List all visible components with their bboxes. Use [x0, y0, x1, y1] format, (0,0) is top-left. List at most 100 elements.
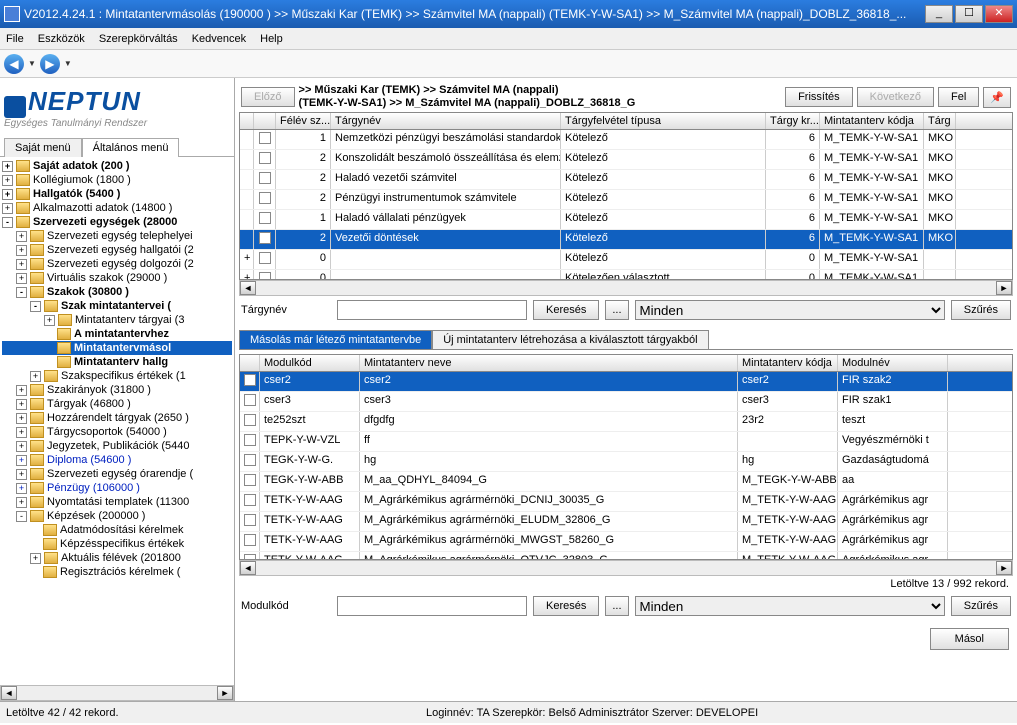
tree-expand-icon[interactable]: +	[30, 553, 41, 564]
tree-item[interactable]: +Szervezeti egység órarendje (	[2, 467, 232, 481]
tree-item[interactable]: Regisztrációs kérelmek (	[2, 565, 232, 579]
tree-expand-icon[interactable]: +	[2, 203, 13, 214]
tree-expand-icon[interactable]: +	[16, 441, 27, 452]
next-button[interactable]: Következő	[857, 87, 934, 107]
tree-expand-icon[interactable]: +	[16, 455, 27, 466]
tree-item[interactable]: A mintatantervhez	[2, 327, 232, 341]
tree-item[interactable]: +Tárgycsoportok (54000 )	[2, 425, 232, 439]
tree-expand-icon[interactable]: -	[30, 301, 41, 312]
tree-item[interactable]: +Alkalmazotti adatok (14800 )	[2, 201, 232, 215]
tree-expand-icon[interactable]: -	[2, 217, 13, 228]
nav-forward-button[interactable]: ▶	[40, 54, 60, 74]
table-row[interactable]: +0Kötelező0M_TEMK-Y-W-SA1	[240, 250, 1012, 270]
tree-item[interactable]: +Szakspecifikus értékek (1	[2, 369, 232, 383]
tab-sajat-menu[interactable]: Saját menü	[4, 138, 82, 157]
table-row[interactable]: 2Vezetői döntésekKötelező6M_TEMK-Y-W-SA1…	[240, 230, 1012, 250]
tree-item[interactable]: +Aktuális félévek (201800	[2, 551, 232, 565]
tree-item[interactable]: -Szakok (30800 )	[2, 285, 232, 299]
tree-expand-icon[interactable]: +	[16, 483, 27, 494]
tree-item[interactable]: +Saját adatok (200 )	[2, 159, 232, 173]
search1-filter-button[interactable]: Szűrés	[951, 300, 1011, 320]
table-row[interactable]: cser3cser3cser3FIR szak1	[240, 392, 1012, 412]
tree-item[interactable]: Mintatanterv hallg	[2, 355, 232, 369]
tree-item[interactable]: -Szak mintatantervei (	[2, 299, 232, 313]
search2-button[interactable]: Keresés	[533, 596, 599, 616]
tree-item[interactable]: +Hallgatók (5400 )	[2, 187, 232, 201]
col-targynev[interactable]: Tárgynév	[331, 113, 561, 129]
table-row[interactable]: +0Kötelezően választott0M_TEMK-Y-W-SA1	[240, 270, 1012, 279]
tab-altalanos-menu[interactable]: Általános menü	[82, 138, 180, 157]
table-row[interactable]: TETK-Y-W-AAGM_Agrárkémikus agrármérnöki_…	[240, 492, 1012, 512]
nav-back-button[interactable]: ◀	[4, 54, 24, 74]
tree-item[interactable]: -Képzések (200000 )	[2, 509, 232, 523]
table-row[interactable]: TETK-Y-W-AAGM_Agrárkémikus agrármérnöki_…	[240, 532, 1012, 552]
table-row[interactable]: 1Haladó vállalati pénzügyekKötelező6M_TE…	[240, 210, 1012, 230]
maximize-button[interactable]: ☐	[955, 5, 983, 23]
col-targykredit[interactable]: Tárgy kr...	[766, 113, 820, 129]
table-row[interactable]: cser2cser2cser2FIR szak2	[240, 372, 1012, 392]
col-felev[interactable]: Félév sz...	[276, 113, 331, 129]
menu-favorites[interactable]: Kedvencek	[192, 33, 246, 45]
tree-item[interactable]: +Szervezeti egység telephelyei	[2, 229, 232, 243]
col2-check[interactable]	[240, 355, 260, 371]
col-targ[interactable]: Tárg	[924, 113, 956, 129]
tree-item[interactable]: +Kollégiumok (1800 )	[2, 173, 232, 187]
table-row[interactable]: 2Pénzügyi instrumentumok számviteleKötel…	[240, 190, 1012, 210]
row-checkbox[interactable]	[244, 494, 256, 506]
tree-expand-icon[interactable]: +	[2, 189, 13, 200]
tree-expand-icon[interactable]: +	[16, 245, 27, 256]
tab-copy-existing[interactable]: Másolás már létező mintatantervbe	[239, 330, 432, 349]
col2-modulkod[interactable]: Modulkód	[260, 355, 360, 371]
table-row[interactable]: TETK-Y-W-AAGM_Agrárkémikus agrármérnöki_…	[240, 512, 1012, 532]
scroll-right-button[interactable]: ►	[217, 686, 233, 700]
tree-item[interactable]: +Jegyzetek, Publikációk (5440	[2, 439, 232, 453]
scroll-right-button[interactable]: ►	[996, 561, 1012, 575]
subjects-grid-body[interactable]: 1Nemzetközi pénzügyi beszámolási standar…	[240, 130, 1012, 279]
tree-item[interactable]: +Szervezeti egység dolgozói (2	[2, 257, 232, 271]
row-checkbox[interactable]	[259, 212, 271, 224]
prev-button[interactable]: Előző	[241, 87, 295, 107]
search2-input[interactable]	[337, 596, 527, 616]
row-checkbox[interactable]	[259, 192, 271, 204]
col2-modulnev[interactable]: Modulnév	[838, 355, 948, 371]
tree-expand-icon[interactable]: -	[16, 287, 27, 298]
tree-item[interactable]: Mintatantervmásol	[2, 341, 232, 355]
tree-expand-icon[interactable]: +	[16, 231, 27, 242]
tree-expand-icon[interactable]: +	[16, 399, 27, 410]
col2-mintatanterv-kodja[interactable]: Mintatanterv kódja	[738, 355, 838, 371]
row-checkbox[interactable]	[259, 252, 271, 264]
grid2-hscroll[interactable]: ◄ ►	[239, 560, 1013, 576]
col-check[interactable]	[254, 113, 276, 129]
table-row[interactable]: TEPK-Y-W-VZLffVegyészmérnöki t	[240, 432, 1012, 452]
tree-expand-icon[interactable]: +	[16, 413, 27, 424]
up-button[interactable]: Fel	[938, 87, 979, 107]
table-row[interactable]: 2Konszolidált beszámoló összeállítása és…	[240, 150, 1012, 170]
tree-item[interactable]: +Diploma (54600 )	[2, 453, 232, 467]
col-targyfelvetel[interactable]: Tárgyfelvétel típusa	[561, 113, 766, 129]
menu-tools[interactable]: Eszközök	[38, 33, 85, 45]
row-checkbox[interactable]	[244, 394, 256, 406]
col2-mintatanterv-neve[interactable]: Mintatanterv neve	[360, 355, 738, 371]
tree-item[interactable]: Képzésspecifikus értékek	[2, 537, 232, 551]
search1-select[interactable]: Minden	[635, 300, 945, 320]
tree-item[interactable]: +Hozzárendelt tárgyak (2650 )	[2, 411, 232, 425]
tree-item[interactable]: -Szervezeti egységek (28000	[2, 215, 232, 229]
pin-button[interactable]: 📌	[983, 87, 1011, 108]
nav-back-dd[interactable]: ▼	[28, 59, 36, 68]
row-checkbox[interactable]	[244, 374, 256, 386]
table-row[interactable]: TEGK-Y-W-G.hghgGazdaságtudomá	[240, 452, 1012, 472]
search1-button[interactable]: Keresés	[533, 300, 599, 320]
row-checkbox[interactable]	[244, 434, 256, 446]
tree-item[interactable]: +Tárgyak (46800 )	[2, 397, 232, 411]
search2-select[interactable]: Minden	[635, 596, 945, 616]
tree-expand-icon[interactable]: +	[16, 259, 27, 270]
scroll-left-button[interactable]: ◄	[240, 561, 256, 575]
row-checkbox[interactable]	[259, 152, 271, 164]
tab-create-new[interactable]: Új mintatanterv létrehozása a kiválaszto…	[432, 330, 708, 349]
grid1-hscroll[interactable]: ◄ ►	[239, 280, 1013, 296]
tree-item[interactable]: Adatmódosítási kérelmek	[2, 523, 232, 537]
search2-filter-button[interactable]: Szűrés	[951, 596, 1011, 616]
col-mintatanterv-kodja[interactable]: Mintatanterv kódja	[820, 113, 924, 129]
table-row[interactable]: 2Haladó vezetői számvitelKötelező6M_TEMK…	[240, 170, 1012, 190]
scroll-left-button[interactable]: ◄	[1, 686, 17, 700]
